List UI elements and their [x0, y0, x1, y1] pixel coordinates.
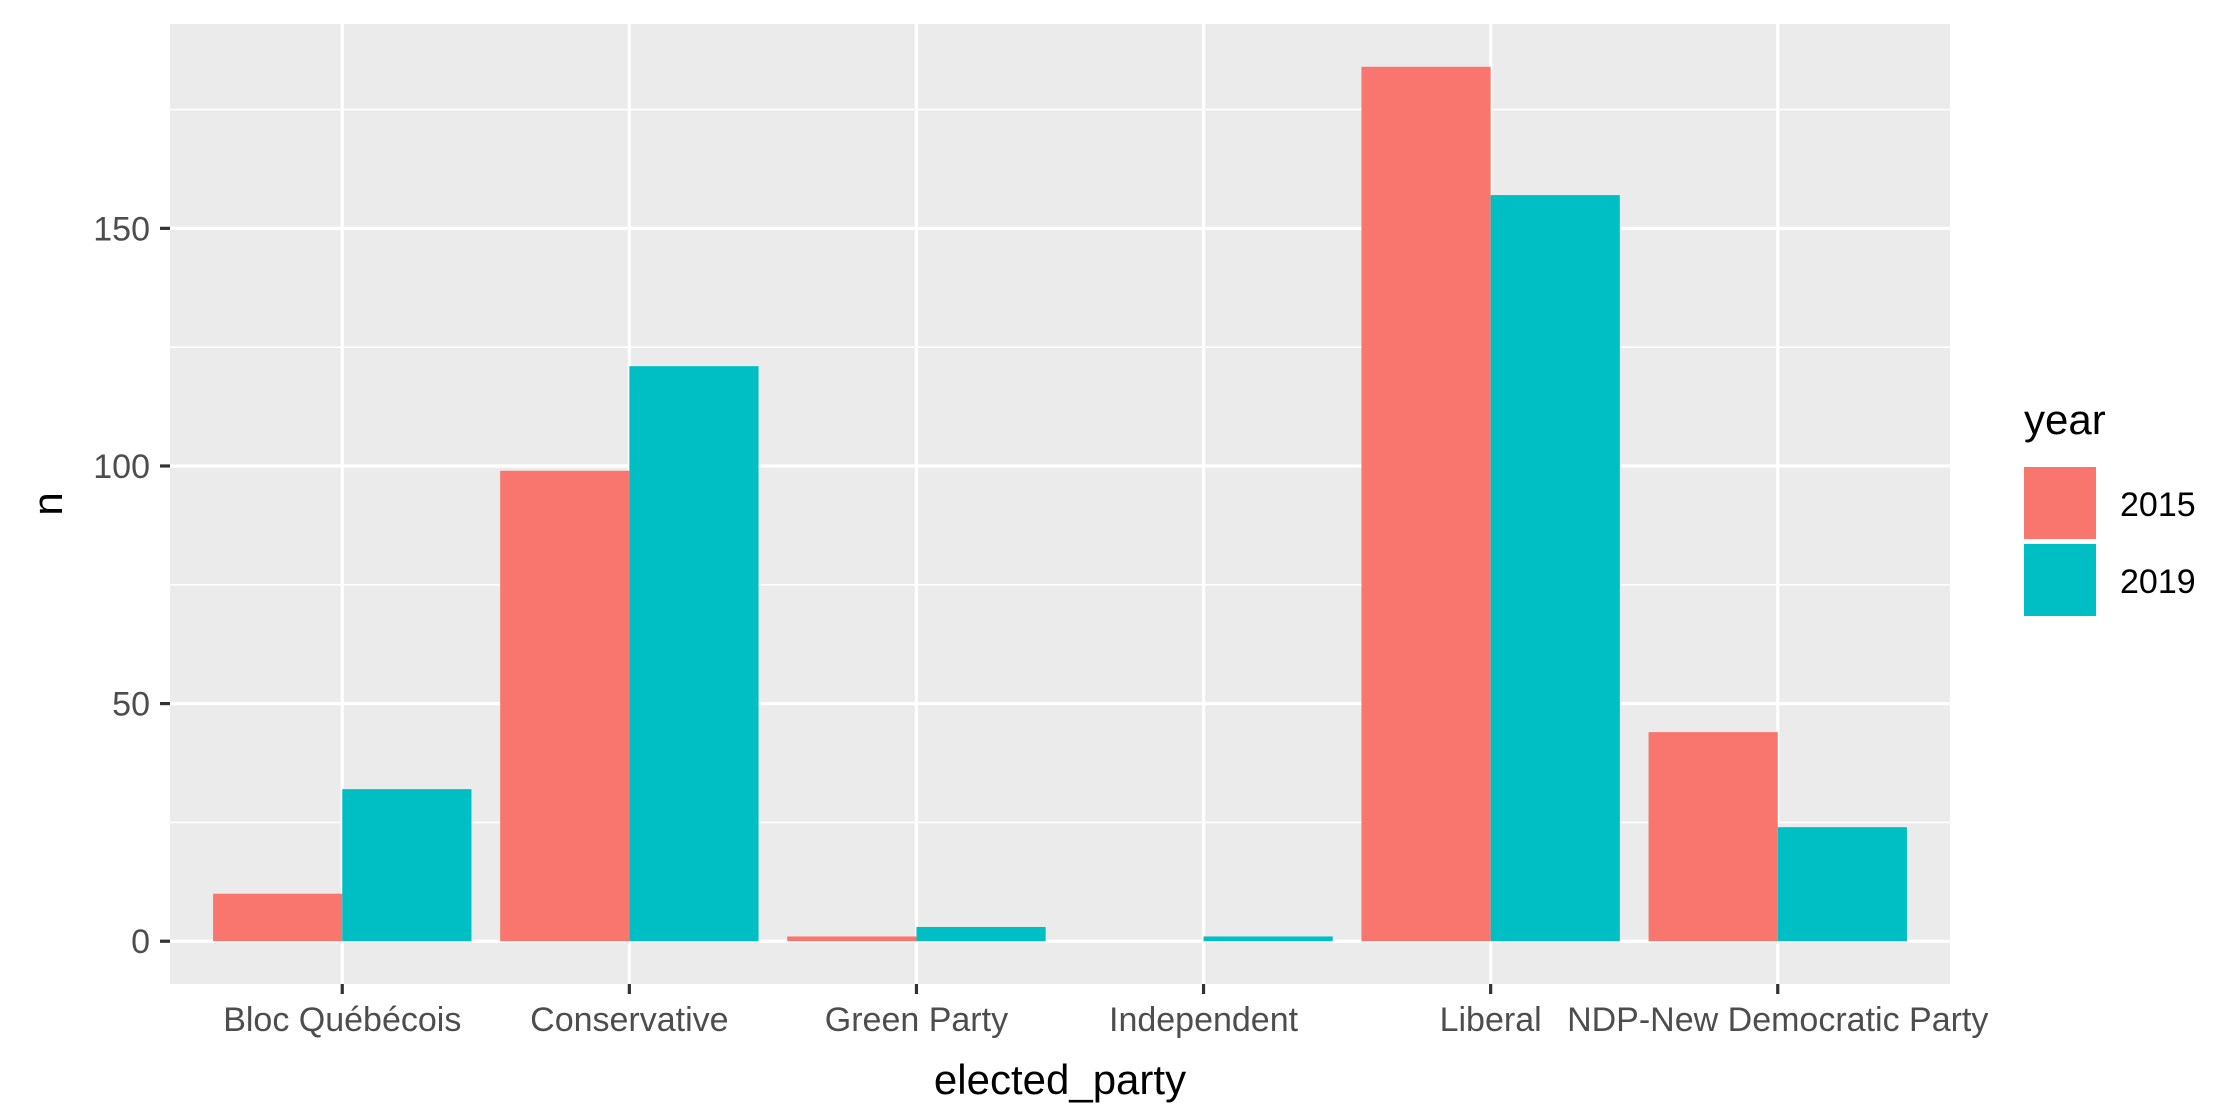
bar-2019: [916, 926, 1046, 942]
bars-layer: [213, 66, 1907, 942]
bar-2015: [1361, 66, 1491, 942]
legend: year 2015 2019: [2024, 396, 2196, 616]
y-axis-title: n: [24, 492, 71, 515]
x-tick-label: Independent: [1109, 1001, 1299, 1039]
bar-2019: [1777, 827, 1907, 942]
bar-2015: [500, 470, 630, 942]
bar-2015: [1648, 732, 1778, 942]
x-tick-label: NDP-New Democratic Party: [1567, 1001, 1988, 1039]
x-tick-label: Green Party: [825, 1001, 1008, 1039]
bar-2019: [629, 366, 759, 942]
y-tick-label: 100: [93, 448, 150, 486]
bar-2019: [342, 789, 472, 942]
legend-label-2015: 2015: [2120, 486, 2196, 524]
bar-2019: [1203, 936, 1333, 942]
bar-2019: [1490, 195, 1620, 942]
x-tick-label: Conservative: [530, 1001, 728, 1039]
legend-label-2019: 2019: [2120, 563, 2196, 601]
y-tick-label: 150: [93, 210, 150, 248]
x-tick-label: Liberal: [1440, 1001, 1542, 1039]
axes-layer: 0 50 100 150 Bloc Québécois Conservative Green…: [93, 210, 1988, 1039]
y-tick-label: 50: [112, 686, 150, 724]
x-tick-label: Bloc Québécois: [223, 1001, 461, 1039]
legend-key-2019: [2024, 544, 2096, 616]
legend-title: year: [2024, 396, 2106, 443]
y-tick-label: 0: [131, 923, 150, 961]
legend-key-2015: [2024, 467, 2096, 539]
bar-2015: [787, 936, 917, 942]
x-axis-title: elected_party: [934, 1056, 1186, 1103]
bar-2015: [213, 893, 343, 942]
